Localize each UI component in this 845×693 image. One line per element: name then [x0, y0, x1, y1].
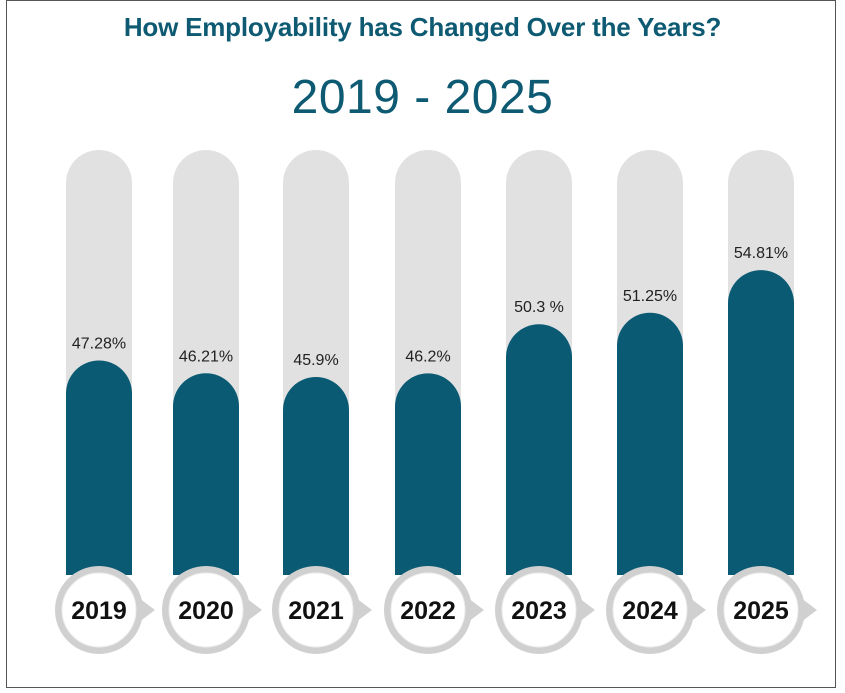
year-label-2025: 2025 — [733, 597, 789, 625]
arrow-2022 — [468, 598, 484, 622]
year-label-2020: 2020 — [178, 597, 234, 625]
year-circle-2025 — [723, 572, 799, 648]
year-label-2022: 2022 — [400, 597, 456, 625]
bar-2022 — [395, 373, 461, 575]
arrow-2020 — [246, 598, 262, 622]
year-circle-2021 — [278, 572, 354, 648]
arrow-2023 — [579, 598, 595, 622]
bars — [66, 270, 794, 575]
year-label-2023: 2023 — [511, 597, 567, 625]
value-label-2024: 51.25% — [623, 288, 677, 305]
bar-2020 — [173, 373, 239, 575]
bar-2025 — [728, 270, 794, 575]
year-circle-2020 — [168, 572, 244, 648]
bar-2024 — [617, 312, 683, 575]
value-labels: 47.28% 46.21% 45.9% 46.2% 50.3 % 51.25% 54.81% — [72, 245, 788, 369]
chart-title: How Employability has Changed Over the Y… — [123, 12, 722, 42]
value-label-2023: 50.3 % — [514, 299, 564, 316]
value-label-2020: 46.21% — [179, 348, 233, 365]
arrow-2019 — [139, 598, 155, 622]
value-label-2019: 47.28% — [72, 335, 126, 352]
bar-2019 — [66, 360, 132, 575]
chart-subtitle: 2019 - 2025 — [291, 71, 554, 124]
year-circle-2022 — [390, 572, 466, 648]
value-label-2021: 45.9% — [293, 352, 338, 369]
value-label-2025: 54.81% — [734, 245, 788, 262]
year-label-2019: 2019 — [71, 597, 127, 625]
bar-2023 — [506, 324, 572, 575]
value-label-2022: 46.2% — [405, 348, 450, 365]
year-circle-2024 — [612, 572, 688, 648]
year-label-2024: 2024 — [622, 597, 678, 625]
year-markers: 2019 2020 2021 2022 2023 2024 2025 — [55, 566, 817, 654]
year-circle-2023 — [501, 572, 577, 648]
arrow-2025 — [801, 598, 817, 622]
bar-2021 — [283, 377, 349, 575]
year-circle-2019 — [61, 572, 137, 648]
arrow-2021 — [356, 598, 372, 622]
arrow-2024 — [690, 598, 706, 622]
year-label-2021: 2021 — [288, 597, 344, 625]
